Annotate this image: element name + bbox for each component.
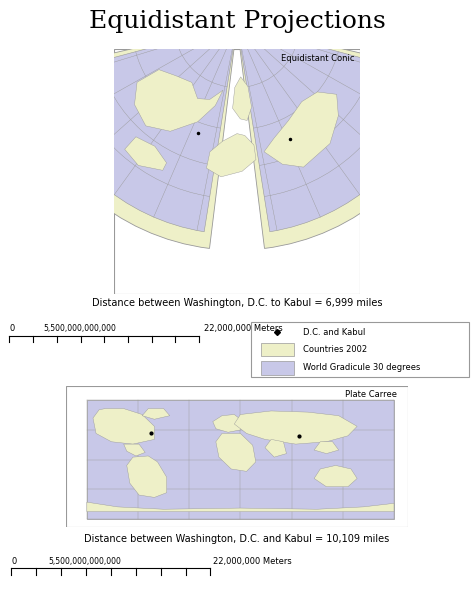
Text: Equidistant Conic: Equidistant Conic (281, 54, 355, 63)
Text: 5,500,000,000,000: 5,500,000,000,000 (49, 557, 121, 566)
Polygon shape (124, 444, 145, 456)
Bar (261, 361, 294, 375)
Wedge shape (239, 28, 440, 232)
Text: 0: 0 (11, 557, 17, 566)
Bar (261, 343, 294, 356)
Wedge shape (17, 25, 237, 248)
Text: 0: 0 (9, 324, 15, 333)
Polygon shape (93, 409, 155, 444)
Wedge shape (34, 28, 235, 232)
Text: Countries 2002: Countries 2002 (303, 345, 367, 354)
Polygon shape (142, 409, 170, 419)
Text: Equidistant Projections: Equidistant Projections (89, 10, 385, 33)
Bar (87, 400, 394, 519)
Polygon shape (213, 414, 244, 432)
Text: Plate Carree: Plate Carree (346, 390, 397, 400)
Polygon shape (364, 88, 386, 110)
Polygon shape (216, 433, 256, 471)
Text: Distance between Washington, D.C. to Kabul = 6,999 miles: Distance between Washington, D.C. to Kab… (92, 299, 382, 308)
Polygon shape (234, 411, 357, 444)
Polygon shape (314, 465, 357, 487)
Polygon shape (264, 92, 338, 167)
Polygon shape (127, 456, 167, 497)
Polygon shape (135, 70, 223, 131)
Polygon shape (125, 137, 166, 170)
Text: 22,000,000 Meters: 22,000,000 Meters (204, 324, 283, 333)
Polygon shape (314, 442, 339, 454)
Wedge shape (237, 25, 457, 248)
Polygon shape (233, 77, 252, 121)
Polygon shape (207, 134, 256, 177)
Polygon shape (265, 440, 286, 457)
Bar (251, 322, 469, 377)
Text: D.C. and Kabul: D.C. and Kabul (303, 328, 366, 337)
Text: 5,500,000,000,000: 5,500,000,000,000 (43, 324, 116, 333)
Text: World Gradicule 30 degrees: World Gradicule 30 degrees (303, 364, 421, 372)
Polygon shape (87, 502, 394, 512)
Text: 22,000,000 Meters: 22,000,000 Meters (213, 557, 292, 566)
Text: Distance between Washington, D.C. and Kabul = 10,109 miles: Distance between Washington, D.C. and Ka… (84, 535, 390, 544)
